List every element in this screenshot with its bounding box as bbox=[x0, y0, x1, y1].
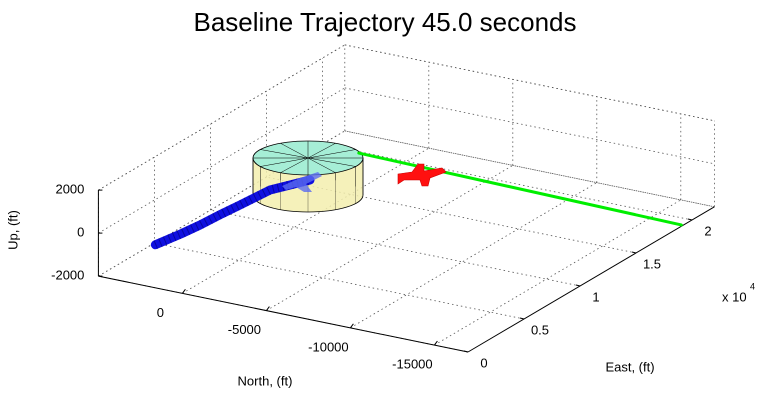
tick-mark bbox=[463, 350, 469, 353]
y-axis bbox=[467, 206, 715, 353]
tick-mark bbox=[181, 289, 186, 294]
tick-mark bbox=[433, 340, 438, 346]
cylinder-spoke bbox=[307, 143, 336, 159]
z-axis-label: Up, (ft) bbox=[5, 210, 20, 250]
z-tick-label: -2000 bbox=[51, 268, 84, 283]
chart-title: Baseline Trajectory 45.0 seconds bbox=[194, 7, 577, 37]
y-tick-label: 2 bbox=[704, 223, 711, 238]
trajectory bbox=[150, 175, 315, 250]
box-edge bbox=[344, 44, 715, 122]
grid-line bbox=[322, 143, 693, 221]
y-axis-label: East, (ft) bbox=[605, 359, 654, 374]
x-tick-label: -5000 bbox=[228, 322, 261, 337]
cylinder-spoke bbox=[307, 157, 336, 173]
x-tick-label: -10000 bbox=[308, 339, 348, 354]
y-tick-label: 0 bbox=[480, 355, 487, 370]
z-tick-label: 2000 bbox=[55, 182, 84, 197]
cylinder-spoke bbox=[307, 157, 356, 167]
y-multiplier: x 10 bbox=[722, 289, 747, 304]
cylinder-spoke bbox=[260, 149, 309, 159]
cylinder-spoke bbox=[280, 157, 309, 173]
grid-line bbox=[350, 182, 598, 329]
x-axis bbox=[98, 275, 469, 353]
x-tick-label: 0 bbox=[157, 305, 164, 320]
tick-mark bbox=[631, 251, 637, 254]
grid-line bbox=[434, 199, 682, 346]
y-multiplier-exponent: 4 bbox=[750, 281, 755, 291]
cylinder-spoke bbox=[260, 157, 309, 167]
grid-line bbox=[344, 87, 715, 165]
cylinder-spoke bbox=[307, 149, 356, 159]
blue-aircraft bbox=[282, 172, 322, 192]
tick-mark bbox=[349, 323, 354, 329]
z-tick-label: 0 bbox=[77, 225, 84, 240]
trajectory bbox=[357, 151, 683, 227]
x-axis-label: North, (ft) bbox=[238, 373, 293, 388]
x-tick-label: -15000 bbox=[392, 357, 432, 372]
tick-mark bbox=[265, 306, 270, 311]
tick-mark bbox=[687, 218, 693, 221]
tick-mark bbox=[519, 317, 525, 320]
grid-line bbox=[210, 209, 581, 287]
y-tick-label: 1 bbox=[592, 289, 599, 304]
grid-line bbox=[154, 242, 525, 320]
cylinder-spoke bbox=[280, 143, 309, 159]
y-tick-label: 1.5 bbox=[643, 256, 661, 271]
y-tick-label: 0.5 bbox=[531, 322, 549, 337]
red-aircraft bbox=[397, 163, 447, 187]
tick-mark bbox=[575, 284, 581, 287]
